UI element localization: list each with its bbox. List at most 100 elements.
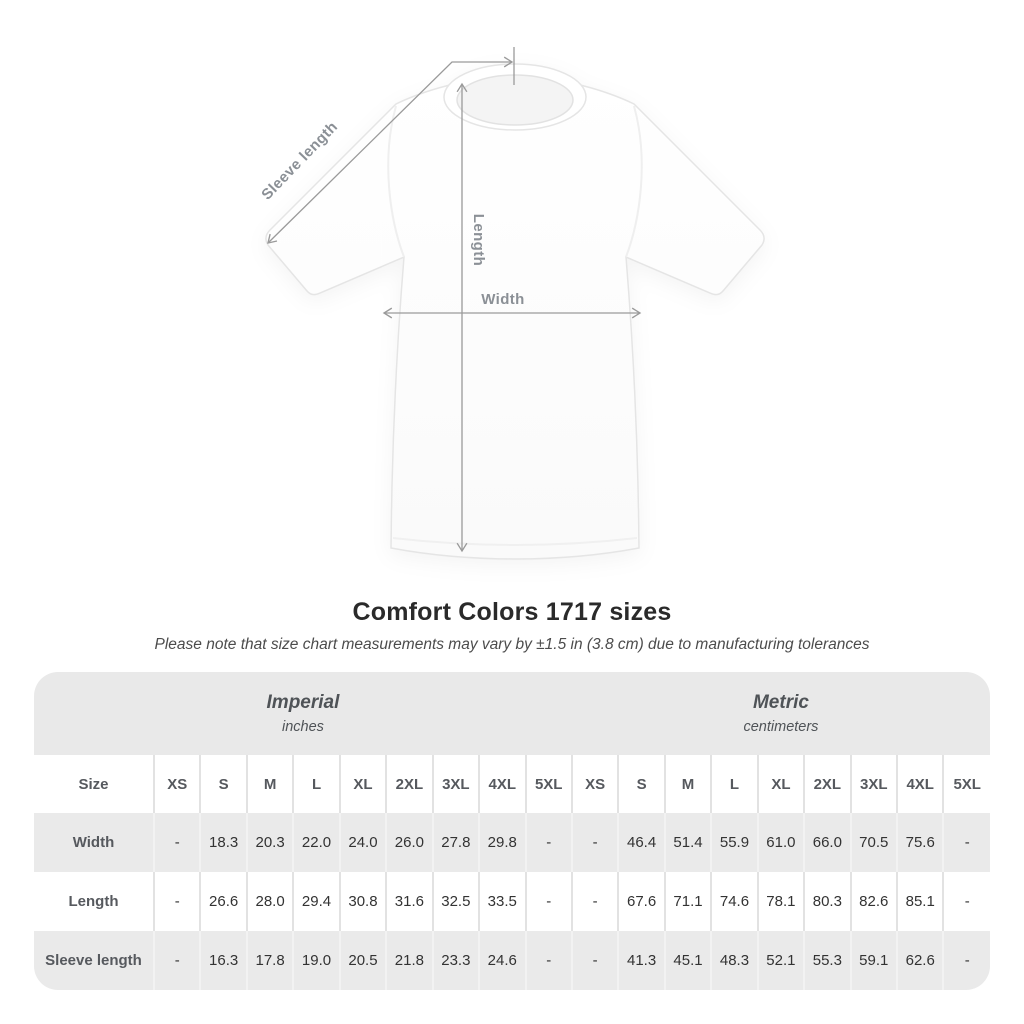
size-col-header: 4XL (895, 755, 944, 813)
row-label: Width (34, 813, 154, 872)
value-cell: - (524, 813, 572, 872)
value-cell: - (570, 931, 619, 990)
value-cell: 19.0 (292, 931, 340, 990)
table-row: Length -26.6 28.0 29.4 30.8 31.6 32.5 33.5- -67.… (34, 872, 990, 931)
size-col-header: XL (756, 755, 805, 813)
size-col-header: L (710, 755, 758, 813)
page-title: Comfort Colors 1717 sizes (352, 598, 672, 626)
size-table: Imperial inches Metric centimeters Size … (34, 672, 990, 990)
shirt-diagram: Sleeve length Length Width (258, 47, 765, 560)
value-cell: 22.0 (292, 813, 340, 872)
value-cell: 31.6 (385, 872, 433, 931)
value-cell: 20.3 (245, 813, 294, 872)
value-cell: 17.8 (245, 931, 294, 990)
shirt-diagram-svg: Sleeve length Length Width (258, 47, 765, 560)
value-cell: - (570, 813, 619, 872)
value-cell: 80.3 (803, 872, 851, 931)
value-cell: 45.1 (663, 931, 712, 990)
heading-block: Comfort Colors 1717 sizes Please note th… (0, 598, 1024, 654)
value-cell: 24.6 (478, 931, 526, 990)
value-cell: - (524, 872, 572, 931)
metric-label: Metric (752, 692, 809, 713)
value-cell: 29.8 (478, 813, 526, 872)
value-cell: 21.8 (385, 931, 433, 990)
size-col-header: 3XL (431, 755, 480, 813)
size-col-header: 2XL (803, 755, 851, 813)
size-col-header: M (663, 755, 712, 813)
size-col-header: 5XL (942, 755, 990, 813)
value-cell: 30.8 (338, 872, 387, 931)
value-cell: 74.6 (710, 872, 758, 931)
size-col-header: 2XL (385, 755, 433, 813)
size-col-header: 5XL (524, 755, 572, 813)
size-table-wrap: Imperial inches Metric centimeters Size … (34, 672, 990, 990)
value-cell: 55.3 (803, 931, 851, 990)
value-cell: 16.3 (199, 931, 247, 990)
value-cell: 29.4 (292, 872, 340, 931)
value-cell: 20.5 (338, 931, 387, 990)
value-cell: 61.0 (756, 813, 805, 872)
imperial-label: Imperial (266, 692, 340, 713)
value-cell: 75.6 (895, 813, 944, 872)
value-cell: 85.1 (895, 872, 944, 931)
unit-header-row: Imperial inches Metric centimeters (34, 672, 990, 755)
value-cell: - (152, 931, 201, 990)
row-label: Length (34, 872, 154, 931)
value-cell: - (942, 931, 990, 990)
value-cell: 52.1 (756, 931, 805, 990)
value-cell: - (942, 813, 990, 872)
tolerance-note: Please note that size chart measurements… (154, 636, 870, 653)
value-cell: 70.5 (849, 813, 897, 872)
value-cell: 27.8 (431, 813, 480, 872)
value-cell: 62.6 (895, 931, 944, 990)
value-cell: 82.6 (849, 872, 897, 931)
size-col-header: M (245, 755, 294, 813)
size-col-header: S (617, 755, 665, 813)
length-label: Length (470, 214, 487, 266)
unit-header-imperial: Imperial inches (34, 672, 572, 755)
value-cell: 71.1 (663, 872, 712, 931)
value-cell: 26.6 (199, 872, 247, 931)
value-cell: 24.0 (338, 813, 387, 872)
value-cell: 48.3 (710, 931, 758, 990)
value-cell: 41.3 (617, 931, 665, 990)
table-row: Sleeve length -16.3 17.8 19.0 20.5 21.8 23.3 24… (34, 931, 990, 990)
value-cell: 51.4 (663, 813, 712, 872)
value-cell: 46.4 (617, 813, 665, 872)
size-header-cell: Size (34, 755, 154, 813)
value-cell: 23.3 (431, 931, 480, 990)
value-cell: 67.6 (617, 872, 665, 931)
table-row: Width -18.3 20.3 22.0 24.0 26.0 27.8 29.8- -46.4… (34, 813, 990, 872)
width-label: Width (481, 291, 525, 308)
value-cell: 26.0 (385, 813, 433, 872)
value-cell: - (152, 872, 201, 931)
size-col-header: XS (570, 755, 619, 813)
collar-opening (456, 74, 574, 126)
value-cell: 28.0 (245, 872, 294, 931)
metric-sublabel: centimeters (743, 719, 819, 735)
value-cell: 55.9 (710, 813, 758, 872)
value-cell: - (152, 813, 201, 872)
size-col-header: L (292, 755, 340, 813)
value-cell: - (524, 931, 572, 990)
value-cell: 59.1 (849, 931, 897, 990)
value-cell: 66.0 (803, 813, 851, 872)
imperial-sublabel: inches (282, 719, 324, 735)
value-cell: - (570, 872, 619, 931)
unit-header-metric: Metric centimeters (571, 672, 990, 755)
size-col-header: S (199, 755, 247, 813)
row-label: Sleeve length (34, 931, 154, 990)
size-col-header: XS (152, 755, 201, 813)
size-col-header: XL (338, 755, 387, 813)
size-col-header: 3XL (849, 755, 897, 813)
value-cell: 18.3 (199, 813, 247, 872)
value-cell: - (942, 872, 990, 931)
value-cell: 32.5 (431, 872, 480, 931)
value-cell: 78.1 (756, 872, 805, 931)
size-col-header: 4XL (478, 755, 526, 813)
value-cell: 33.5 (478, 872, 526, 931)
tshirt-shape (265, 63, 765, 560)
sleeve-length-arrow (267, 56, 514, 244)
size-header-row: Size XS S M L XL 2XL 3XL 4XL 5XL XS S M L XL 2XL 3XL 4XL… (34, 755, 990, 813)
